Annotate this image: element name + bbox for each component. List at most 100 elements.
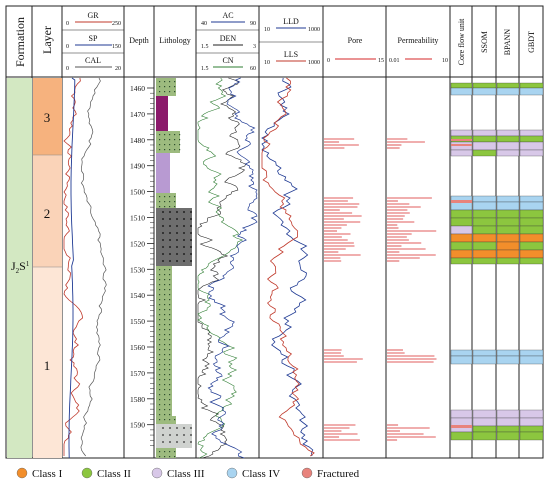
cn-min: 1.5	[201, 66, 209, 72]
lith-pattern	[159, 414, 161, 416]
flow-unit-band	[450, 249, 473, 259]
lith-pattern	[164, 414, 166, 416]
lith-pattern	[164, 369, 166, 371]
flow-unit-band	[496, 82, 520, 89]
lith-pattern	[164, 384, 166, 386]
flow-unit-band	[519, 225, 544, 235]
flow-unit-band	[450, 241, 473, 251]
column-dividers	[31, 6, 520, 458]
lith-pattern	[169, 289, 171, 291]
flow-unit-tracks	[450, 82, 544, 441]
legend-label: Class II	[97, 468, 131, 480]
cal-curve	[80, 77, 107, 457]
lith-dot	[169, 427, 171, 429]
lith-pattern	[169, 274, 171, 276]
lith-pattern	[164, 409, 166, 411]
lld-header: LLD 10 1000	[264, 17, 320, 33]
lith-pattern	[159, 334, 161, 336]
flow-unit-band	[519, 249, 544, 259]
legend-swatch	[81, 467, 93, 479]
flow-unit-band	[496, 425, 520, 433]
cn-curve	[197, 77, 244, 459]
lith-pattern	[159, 319, 161, 321]
lith-pattern	[169, 91, 171, 93]
flow-unit-band	[472, 82, 497, 89]
flow-unit-band	[472, 135, 497, 143]
lith-dot	[169, 434, 171, 436]
lls-curve	[261, 77, 315, 457]
lith-pattern	[159, 324, 161, 326]
lith-pattern	[169, 389, 171, 391]
lith-pattern	[169, 81, 171, 83]
lith-dot	[169, 246, 171, 248]
den-header: DEN 1.5 3	[201, 34, 256, 50]
lith-pattern	[159, 394, 161, 396]
lith-pattern	[159, 329, 161, 331]
flow-unit-band	[496, 141, 520, 151]
lith-dot	[176, 246, 178, 248]
flow-unit-band	[450, 82, 473, 89]
sp-header: SP 0 150	[66, 34, 121, 50]
lith-dot	[176, 218, 178, 220]
lls-max: 1000	[308, 60, 320, 66]
lith-dot	[162, 211, 164, 213]
perm-max: 10	[442, 58, 448, 64]
lith-dot	[169, 211, 171, 213]
flow-unit-band	[519, 431, 544, 441]
lith-pattern	[159, 359, 161, 361]
lith-pattern	[174, 144, 176, 146]
lith-pattern	[159, 344, 161, 346]
lith-dot	[169, 232, 171, 234]
lith-dot	[162, 225, 164, 227]
lith-dot	[162, 253, 164, 255]
flow-unit-band	[519, 149, 544, 157]
lls-name: LLS	[284, 50, 298, 59]
lith-pattern	[164, 379, 166, 381]
lith-pattern	[164, 359, 166, 361]
depth-tick-label: 1530	[130, 265, 145, 274]
sp-min: 0	[66, 44, 69, 50]
lith-pattern	[169, 379, 171, 381]
legend-swatch	[16, 467, 28, 479]
lith-pattern	[159, 86, 161, 88]
flow-unit-fractured	[451, 144, 472, 146]
lith-pattern	[164, 269, 166, 271]
lith-pattern	[174, 451, 176, 453]
lith-dot	[176, 232, 178, 234]
lith-dot	[190, 211, 192, 213]
lith-pattern	[164, 304, 166, 306]
lith-dot	[183, 211, 185, 213]
lith-pattern	[174, 419, 176, 421]
ac-max: 90	[250, 21, 256, 27]
lith-dot	[176, 253, 178, 255]
lith-dot	[183, 232, 185, 234]
lith-pattern	[179, 139, 181, 141]
lith-gravel-1	[156, 424, 192, 448]
legend-label: Class I	[32, 468, 63, 480]
flow-unit-band	[450, 149, 473, 157]
lith-pattern	[159, 269, 161, 271]
lith-pattern	[164, 144, 166, 146]
lith-dot	[190, 441, 192, 443]
flow-unit-band	[496, 217, 520, 227]
lith-pattern	[159, 369, 161, 371]
lith-pattern	[169, 349, 171, 351]
legend-swatch	[226, 467, 238, 479]
lith-pattern	[159, 314, 161, 316]
flow-unit-band	[450, 417, 473, 427]
legend: Class I Class II Class III Class IV Fracture…	[16, 467, 360, 480]
lith-pattern	[169, 324, 171, 326]
depth-tick-label: 1510	[130, 214, 145, 223]
perm-name: Permeability	[398, 36, 439, 45]
layer-2-label: 2	[44, 206, 51, 221]
flow-unit-band	[472, 129, 497, 137]
lith-pattern	[174, 149, 176, 151]
flow-unit-band	[450, 257, 473, 265]
flow-unit-band	[472, 217, 497, 227]
lith-pattern	[159, 134, 161, 136]
flow-unit-band	[496, 135, 520, 143]
lith-pattern	[169, 384, 171, 386]
den-curve	[197, 77, 246, 459]
lith-pattern	[164, 349, 166, 351]
lith-dot	[190, 427, 192, 429]
